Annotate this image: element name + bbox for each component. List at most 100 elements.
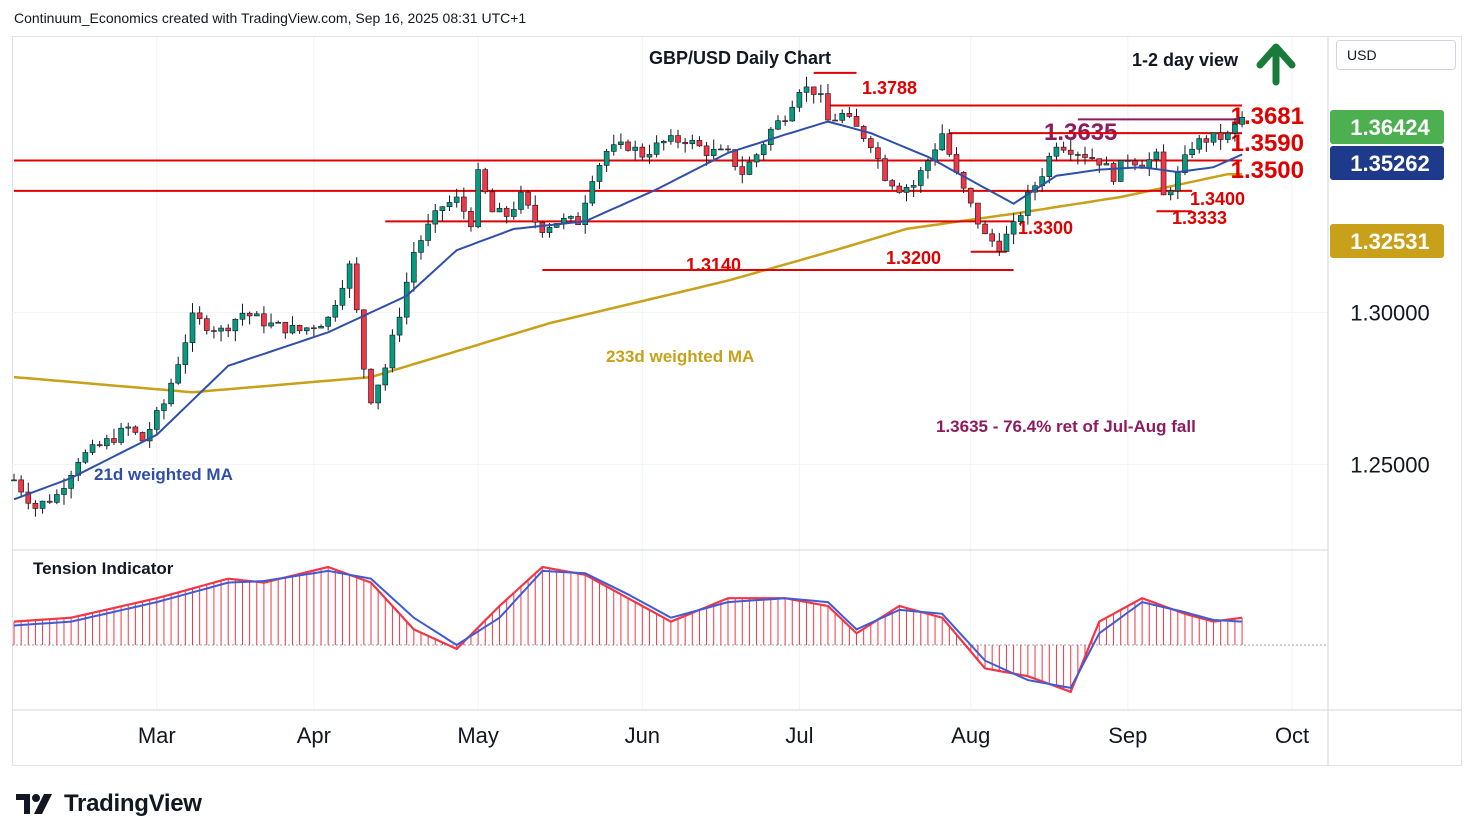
- x-tick-label-0: Mar: [138, 723, 176, 748]
- candle-body-110: [796, 92, 803, 108]
- y-tick-label-1: 1.25000: [1350, 453, 1430, 478]
- candle-body-112: [810, 86, 817, 95]
- candle-body-17: [132, 426, 139, 433]
- candle-body-44: [325, 316, 331, 327]
- candle-body-127: [917, 170, 924, 186]
- level-label-0: 1.3788: [862, 78, 917, 98]
- candle-body-93: [675, 135, 681, 143]
- candle-body-47: [346, 263, 353, 289]
- level-label-6: 1.3333: [1172, 208, 1227, 228]
- view-label: 1-2 day view: [1132, 50, 1239, 70]
- candle-body-22: [168, 382, 174, 405]
- candle-body-74: [539, 221, 546, 233]
- candle-body-35: [261, 313, 267, 327]
- candle-body-161: [1160, 151, 1167, 196]
- candle-body-67: [489, 191, 496, 213]
- candle-body-141: [1017, 215, 1024, 222]
- price-badge-price: [1330, 110, 1444, 144]
- candle-body-82: [596, 165, 603, 182]
- tradingview-brand[interactable]: TradingView: [16, 790, 202, 818]
- x-tick-label-3: Jun: [625, 723, 660, 748]
- candle-body-145: [1046, 155, 1053, 177]
- candle-body-105: [760, 144, 767, 156]
- chart-credit: Continuum_Economics created with Trading…: [14, 10, 527, 26]
- candle-body-130: [939, 133, 946, 151]
- candle-body-115: [832, 119, 838, 122]
- candle-body-156: [1125, 160, 1131, 162]
- candle-body-139: [1003, 233, 1010, 252]
- candle-body-25: [189, 312, 196, 343]
- candle-body-46: [339, 287, 346, 306]
- candle-body-65: [475, 169, 481, 228]
- candle-body-64: [468, 210, 474, 228]
- price-badge-ma233: [1330, 224, 1444, 258]
- candle-body-157: [1132, 160, 1138, 166]
- candle-body-5: [46, 500, 53, 503]
- candle-body-79: [575, 216, 581, 225]
- candle-body-166: [1196, 138, 1203, 150]
- level-label-3: 1.3590: [1231, 130, 1304, 157]
- currency-selector[interactable]: USD: [1336, 40, 1456, 70]
- ma233-line: [13, 172, 1243, 394]
- candle-body-13: [104, 438, 110, 447]
- candle-body-33: [246, 312, 253, 317]
- candle-body-61: [446, 202, 453, 208]
- x-tick-label-2: May: [457, 723, 499, 748]
- candle-body-16: [125, 426, 132, 429]
- level-label-9: 1.3140: [686, 255, 741, 275]
- candle-body-37: [275, 322, 281, 324]
- chart-text-layer: GBP/USD Daily Chart 1-2 day view 233d we…: [33, 43, 1296, 578]
- ma21-line: [13, 120, 1243, 501]
- candle-body-78: [568, 216, 574, 219]
- candle-body-120: [867, 138, 874, 149]
- candle-body-164: [1182, 154, 1188, 173]
- ma233-layer: [13, 172, 1243, 394]
- candle-body-149: [1075, 154, 1081, 156]
- candle-body-136: [982, 223, 988, 235]
- x-tick-label-4: Jul: [785, 723, 813, 748]
- candle-body-98: [710, 148, 717, 156]
- candle-body-150: [1082, 154, 1088, 158]
- candle-body-86: [625, 141, 631, 151]
- candle-body-48: [353, 263, 360, 311]
- candle-body-103: [746, 161, 753, 175]
- candle-body-15: [118, 427, 124, 443]
- candle-body-56: [411, 252, 417, 283]
- candle-body-94: [682, 141, 688, 145]
- candle-body-63: [461, 196, 467, 212]
- candle-body-36: [268, 322, 274, 327]
- x-tick-label-7: Oct: [1275, 723, 1309, 748]
- candle-body-6: [54, 494, 60, 503]
- candle-body-2: [25, 491, 32, 504]
- candle-body-133: [960, 172, 967, 189]
- ma21-layer: [13, 120, 1243, 501]
- candle-body-117: [846, 113, 853, 117]
- candle-body-125: [903, 186, 910, 193]
- candle-body-146: [1053, 146, 1060, 157]
- candle-body-123: [889, 180, 896, 187]
- candle-body-45: [332, 304, 339, 318]
- candle-body-83: [603, 151, 610, 166]
- level-label-8: 1.3200: [886, 248, 941, 268]
- candle-body-118: [853, 116, 860, 127]
- candle-body-54: [396, 316, 403, 336]
- candle-body-153: [1103, 163, 1110, 166]
- price-badge-label-ma233: 1.32531: [1350, 229, 1430, 254]
- candle-body-43: [318, 325, 324, 329]
- candle-body-113: [818, 93, 824, 95]
- candle-body-4: [39, 500, 46, 509]
- candle-body-70: [510, 209, 517, 217]
- candle-body-42: [311, 327, 317, 330]
- candle-body-171: [1232, 123, 1238, 134]
- candle-body-132: [953, 154, 960, 173]
- candle-body-41: [303, 327, 310, 332]
- candle-body-148: [1067, 149, 1074, 155]
- candle-body-71: [518, 191, 524, 210]
- candle-body-170: [1225, 132, 1231, 140]
- price-badge-label-ma21: 1.35262: [1350, 151, 1430, 176]
- candle-body-52: [382, 367, 389, 386]
- candle-body-58: [425, 223, 431, 241]
- candle-body-84: [610, 144, 617, 152]
- level-label-4: 1.3500: [1231, 157, 1304, 184]
